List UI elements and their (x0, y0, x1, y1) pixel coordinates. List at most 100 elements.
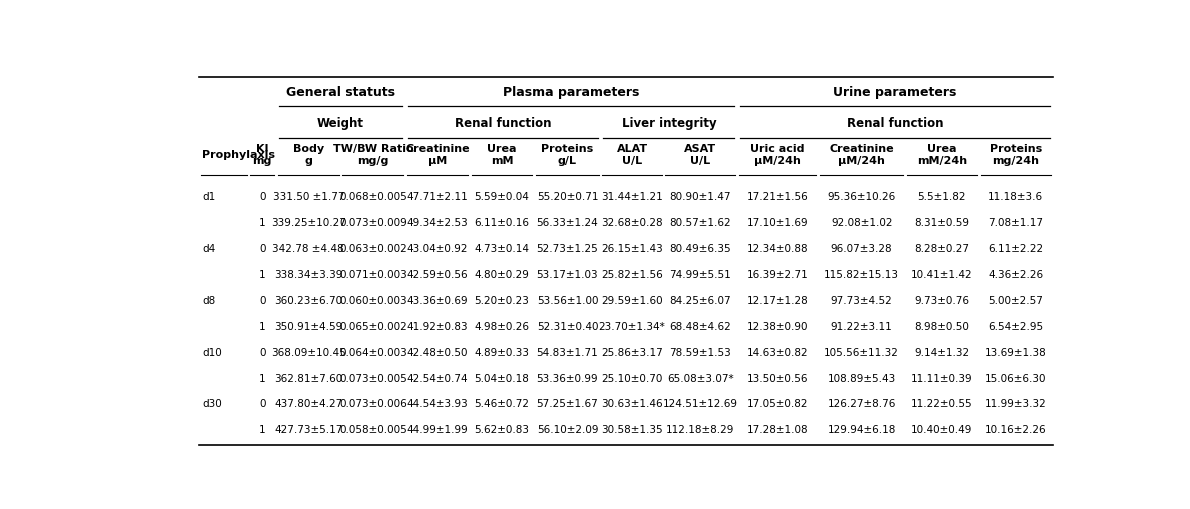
Text: 26.15±1.43: 26.15±1.43 (601, 244, 663, 254)
Text: 8.98±0.50: 8.98±0.50 (914, 322, 970, 332)
Text: 74.99±5.51: 74.99±5.51 (670, 270, 731, 280)
Text: 32.68±0.28: 32.68±0.28 (601, 218, 663, 229)
Text: 96.07±3.28: 96.07±3.28 (831, 244, 892, 254)
Text: 13.50±0.56: 13.50±0.56 (747, 374, 808, 384)
Text: Liver integrity: Liver integrity (621, 117, 716, 130)
Text: 95.36±10.26: 95.36±10.26 (827, 192, 896, 203)
Text: 0.064±0.003: 0.064±0.003 (339, 348, 407, 358)
Text: 31.44±1.21: 31.44±1.21 (601, 192, 663, 203)
Text: 6.11±2.22: 6.11±2.22 (988, 244, 1044, 254)
Text: 1: 1 (259, 270, 265, 280)
Text: 5.00±2.57: 5.00±2.57 (988, 296, 1044, 306)
Text: 49.34±2.53: 49.34±2.53 (407, 218, 469, 229)
Text: Urea
mM/24h: Urea mM/24h (916, 145, 967, 166)
Text: 6.11±0.16: 6.11±0.16 (475, 218, 530, 229)
Text: 11.18±3.6: 11.18±3.6 (988, 192, 1044, 203)
Text: KI
mg: KI mg (252, 145, 271, 166)
Text: 80.57±1.62: 80.57±1.62 (670, 218, 731, 229)
Text: 17.10±1.69: 17.10±1.69 (747, 218, 808, 229)
Text: ASAT
U/L: ASAT U/L (684, 145, 716, 166)
Text: Body
g: Body g (293, 145, 324, 166)
Text: 80.90±1.47: 80.90±1.47 (670, 192, 731, 203)
Text: 115.82±15.13: 115.82±15.13 (825, 270, 900, 280)
Text: 47.71±2.11: 47.71±2.11 (407, 192, 469, 203)
Text: 52.73±1.25: 52.73±1.25 (537, 244, 599, 254)
Text: 0.060±0.003: 0.060±0.003 (339, 296, 407, 306)
Text: 0: 0 (259, 348, 265, 358)
Text: 13.69±1.38: 13.69±1.38 (985, 348, 1046, 358)
Text: 53.36±0.99: 53.36±0.99 (537, 374, 599, 384)
Text: 339.25±10.27: 339.25±10.27 (271, 218, 346, 229)
Text: 10.16±2.26: 10.16±2.26 (985, 426, 1046, 435)
Text: 41.92±0.83: 41.92±0.83 (407, 322, 468, 332)
Text: 7.08±1.17: 7.08±1.17 (988, 218, 1044, 229)
Text: General statuts: General statuts (286, 86, 395, 99)
Text: 30.58±1.35: 30.58±1.35 (601, 426, 663, 435)
Text: 1: 1 (259, 374, 265, 384)
Text: Uric acid
μM/24h: Uric acid μM/24h (751, 145, 804, 166)
Text: 30.63±1.46: 30.63±1.46 (601, 400, 663, 409)
Text: 124.51±12.69: 124.51±12.69 (663, 400, 738, 409)
Text: TW/BW Ratio
mg/g: TW/BW Ratio mg/g (332, 145, 413, 166)
Text: 350.91±4.59: 350.91±4.59 (274, 322, 343, 332)
Text: 331.50 ±1.77: 331.50 ±1.77 (273, 192, 344, 203)
Text: 80.49±6.35: 80.49±6.35 (670, 244, 731, 254)
Text: 0: 0 (259, 296, 265, 306)
Text: 338.34±3.39: 338.34±3.39 (274, 270, 343, 280)
Text: 1: 1 (259, 218, 265, 229)
Text: Urine parameters: Urine parameters (833, 86, 957, 99)
Text: d1: d1 (202, 192, 215, 203)
Text: 427.73±5.17: 427.73±5.17 (274, 426, 343, 435)
Text: 92.08±1.02: 92.08±1.02 (831, 218, 892, 229)
Text: 5.46±0.72: 5.46±0.72 (475, 400, 530, 409)
Text: Renal function: Renal function (455, 117, 551, 130)
Text: 11.22±0.55: 11.22±0.55 (912, 400, 972, 409)
Text: 42.54±0.74: 42.54±0.74 (407, 374, 468, 384)
Text: 4.89±0.33: 4.89±0.33 (475, 348, 530, 358)
Text: 97.73±4.52: 97.73±4.52 (831, 296, 892, 306)
Text: 11.11±0.39: 11.11±0.39 (912, 374, 972, 384)
Text: d4: d4 (202, 244, 215, 254)
Text: 44.99±1.99: 44.99±1.99 (407, 426, 469, 435)
Text: 84.25±6.07: 84.25±6.07 (670, 296, 731, 306)
Text: 4.36±2.26: 4.36±2.26 (988, 270, 1044, 280)
Text: 4.98±0.26: 4.98±0.26 (475, 322, 530, 332)
Text: 360.23±6.70: 360.23±6.70 (274, 296, 343, 306)
Text: d10: d10 (202, 348, 223, 358)
Text: 43.36±0.69: 43.36±0.69 (407, 296, 468, 306)
Text: 362.81±7.60: 362.81±7.60 (274, 374, 343, 384)
Text: 11.99±3.32: 11.99±3.32 (985, 400, 1046, 409)
Text: 129.94±6.18: 129.94±6.18 (827, 426, 896, 435)
Text: 8.28±0.27: 8.28±0.27 (914, 244, 970, 254)
Text: 14.63±0.82: 14.63±0.82 (747, 348, 808, 358)
Text: 112.18±8.29: 112.18±8.29 (666, 426, 734, 435)
Text: 15.06±6.30: 15.06±6.30 (985, 374, 1046, 384)
Text: 12.38±0.90: 12.38±0.90 (747, 322, 808, 332)
Text: 12.17±1.28: 12.17±1.28 (747, 296, 808, 306)
Text: 342.78 ±4.48: 342.78 ±4.48 (273, 244, 344, 254)
Text: 9.73±0.76: 9.73±0.76 (914, 296, 970, 306)
Text: 78.59±1.53: 78.59±1.53 (670, 348, 731, 358)
Text: 57.25±1.67: 57.25±1.67 (537, 400, 599, 409)
Text: ALAT
U/L: ALAT U/L (616, 145, 647, 166)
Text: 368.09±10.45: 368.09±10.45 (271, 348, 345, 358)
Text: 23.70±1.34*: 23.70±1.34* (599, 322, 665, 332)
Text: Creatinine
μM/24h: Creatinine μM/24h (829, 145, 894, 166)
Text: 6.54±2.95: 6.54±2.95 (988, 322, 1044, 332)
Text: 0.073±0.009: 0.073±0.009 (339, 218, 407, 229)
Text: 17.28±1.08: 17.28±1.08 (747, 426, 808, 435)
Text: 5.59±0.04: 5.59±0.04 (475, 192, 530, 203)
Text: Creatinine
μM: Creatinine μM (405, 145, 470, 166)
Text: 42.48±0.50: 42.48±0.50 (407, 348, 468, 358)
Text: 42.59±0.56: 42.59±0.56 (407, 270, 468, 280)
Text: 1: 1 (259, 322, 265, 332)
Text: Weight: Weight (317, 117, 364, 130)
Text: 437.80±4.27: 437.80±4.27 (274, 400, 343, 409)
Text: 5.62±0.83: 5.62±0.83 (475, 426, 530, 435)
Text: 25.82±1.56: 25.82±1.56 (601, 270, 663, 280)
Text: 68.48±4.62: 68.48±4.62 (670, 322, 731, 332)
Text: 5.20±0.23: 5.20±0.23 (475, 296, 530, 306)
Text: 105.56±11.32: 105.56±11.32 (825, 348, 900, 358)
Text: 5.04±0.18: 5.04±0.18 (475, 374, 530, 384)
Text: 108.89±5.43: 108.89±5.43 (827, 374, 896, 384)
